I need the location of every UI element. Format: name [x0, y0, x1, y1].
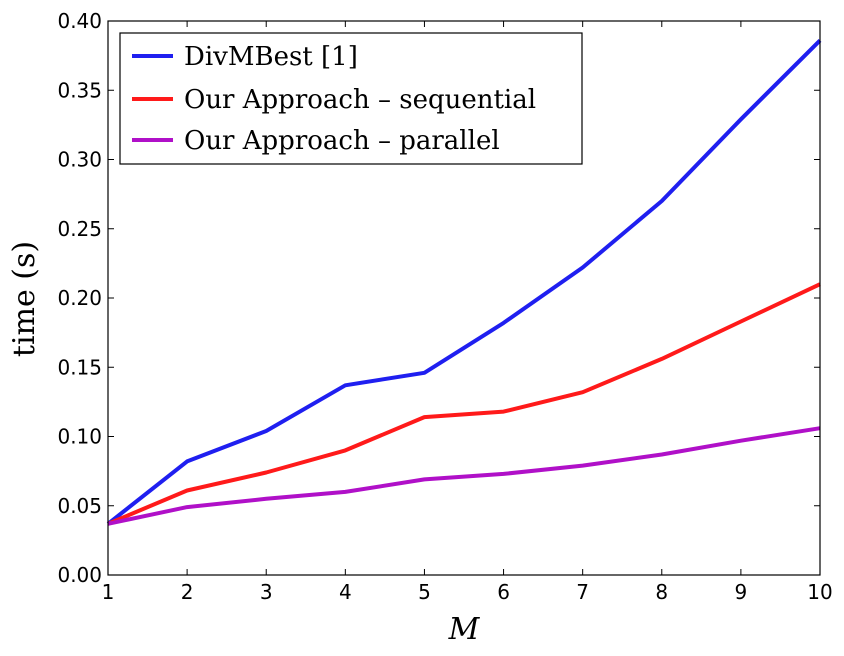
x-tick-label: 6 — [497, 580, 510, 604]
legend-label-parallel: Our Approach – parallel — [184, 126, 500, 156]
x-tick-label: 10 — [807, 580, 832, 604]
x-tick-label: 7 — [576, 580, 589, 604]
legend: DivMBest [1] Our Approach – sequential O… — [119, 32, 583, 165]
plot-frame — [107, 20, 821, 576]
y-tick-label: 0.00 — [57, 563, 102, 587]
series-line-parallel — [107, 426, 821, 526]
y-axis-title: time (s) — [7, 241, 42, 357]
axis-ticks: 1 2 3 4 5 6 7 8 9 10 0.00 0.05 0.10 0.15 0.20 0.25 0.30 0… — [57, 9, 832, 604]
series-line-sequential — [107, 282, 821, 526]
x-tick-label: 5 — [418, 580, 431, 604]
y-tick-label: 0.10 — [57, 425, 102, 449]
x-tick-label: 1 — [102, 580, 115, 604]
y-tick-label: 0.40 — [57, 9, 102, 33]
x-tick-label: 8 — [655, 580, 668, 604]
y-tick-label: 0.35 — [57, 78, 102, 102]
series-line-divmbest — [106, 38, 822, 526]
y-tick-label: 0.25 — [57, 217, 102, 241]
legend-label-sequential: Our Approach – sequential — [184, 85, 536, 115]
x-axis-title: M — [448, 612, 481, 647]
y-tick-label: 0.05 — [57, 494, 102, 518]
x-tick-label: 4 — [339, 580, 352, 604]
legend-label-divmbest: DivMBest [1] — [184, 42, 358, 72]
y-tick-label: 0.30 — [57, 148, 102, 172]
y-tick-label: 0.15 — [57, 355, 102, 379]
x-tick-label: 2 — [181, 580, 194, 604]
x-tick-label: 3 — [260, 580, 273, 604]
series-lines — [106, 38, 822, 526]
x-tick-label: 9 — [735, 580, 748, 604]
y-tick-label: 0.20 — [57, 286, 102, 310]
legend-box — [119, 32, 583, 165]
